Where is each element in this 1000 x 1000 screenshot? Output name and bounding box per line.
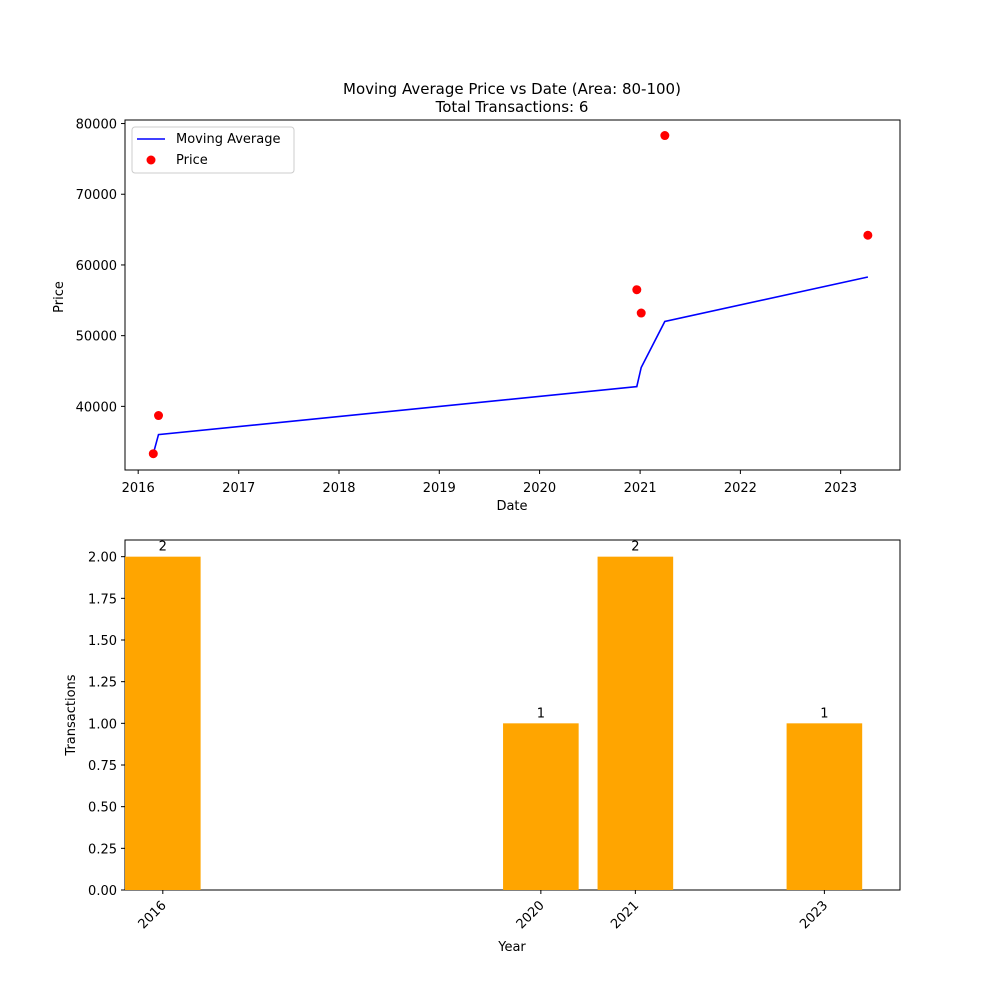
bar-data-label: 1 bbox=[820, 706, 828, 721]
y-tick-label: 70000 bbox=[76, 188, 117, 203]
price-point bbox=[636, 308, 646, 318]
x-tick-label: 2023 bbox=[797, 898, 831, 932]
y-tick-label: 1.00 bbox=[88, 717, 117, 732]
y-tick-label: 1.50 bbox=[88, 634, 117, 649]
y-tick-label: 50000 bbox=[76, 330, 117, 345]
price-x-axis-label: Date bbox=[496, 499, 527, 514]
price-point bbox=[148, 449, 158, 459]
y-tick-label: 1.25 bbox=[88, 676, 117, 691]
price-series bbox=[148, 131, 873, 459]
y-tick-label: 40000 bbox=[76, 400, 117, 415]
y-tick-label: 0.25 bbox=[88, 842, 117, 857]
price-x-axis: 2016 2017 2018 2019 2020 2021 2022 2023 bbox=[122, 470, 857, 496]
legend-marker-swatch bbox=[146, 155, 156, 165]
transactions-y-axis-label: Transactions bbox=[64, 674, 79, 756]
x-tick-label: 2018 bbox=[322, 481, 355, 496]
moving-average-line bbox=[152, 276, 869, 454]
x-tick-label: 2021 bbox=[624, 481, 657, 496]
y-tick-label: 0.50 bbox=[88, 801, 117, 816]
price-y-axis: 40000 50000 60000 70000 80000 bbox=[76, 118, 125, 415]
bar bbox=[597, 556, 674, 890]
legend: Moving Average Price bbox=[131, 126, 295, 174]
bar-data-label: 2 bbox=[159, 540, 167, 555]
bar bbox=[786, 723, 863, 890]
price-chart-subtitle: Total Transactions: 6 bbox=[435, 98, 589, 116]
price-y-axis-label: Price bbox=[52, 281, 67, 313]
x-tick-label: 2017 bbox=[222, 481, 255, 496]
transactions-chart: 0.000.250.500.751.001.251.501.752.00 220… bbox=[64, 539, 901, 955]
y-tick-label: 1.75 bbox=[88, 592, 117, 607]
y-tick-label: 0.75 bbox=[88, 759, 117, 774]
price-point bbox=[660, 131, 670, 141]
bar-data-label: 1 bbox=[537, 706, 545, 721]
y-tick-label: 2.00 bbox=[88, 551, 117, 566]
y-tick-label: 60000 bbox=[76, 259, 117, 274]
x-tick-label: 2020 bbox=[514, 898, 548, 932]
x-tick-label: 2021 bbox=[608, 898, 642, 932]
y-tick-label: 80000 bbox=[76, 118, 117, 133]
x-tick-label: 2016 bbox=[136, 898, 170, 932]
price-point bbox=[863, 230, 873, 240]
x-tick-label: 2020 bbox=[523, 481, 556, 496]
transactions-x-axis-label: Year bbox=[497, 940, 526, 955]
bar bbox=[125, 556, 201, 890]
transactions-y-axis: 0.00 0.25 0.50 0.75 1.00 1.25 1.50 1.75 2.00 bbox=[88, 551, 125, 899]
price-plot-area bbox=[124, 119, 901, 471]
x-tick-label: 2019 bbox=[423, 481, 456, 496]
x-tick-label: 2023 bbox=[824, 481, 857, 496]
bar bbox=[503, 723, 579, 890]
x-tick-label: 2022 bbox=[724, 481, 757, 496]
price-point bbox=[154, 411, 164, 421]
y-tick-label: 0.00 bbox=[88, 884, 117, 899]
price-chart-title: Moving Average Price vs Date (Area: 80-1… bbox=[343, 80, 681, 98]
legend-box bbox=[131, 126, 295, 174]
x-tick-label: 2016 bbox=[122, 481, 155, 496]
legend-label-price: Price bbox=[176, 153, 208, 168]
price-chart: Moving Average Price vs Date (Area: 80-1… bbox=[52, 80, 901, 514]
bar-data-label: 2 bbox=[631, 540, 639, 555]
price-point bbox=[632, 285, 642, 295]
legend-label-moving-average: Moving Average bbox=[176, 132, 280, 147]
